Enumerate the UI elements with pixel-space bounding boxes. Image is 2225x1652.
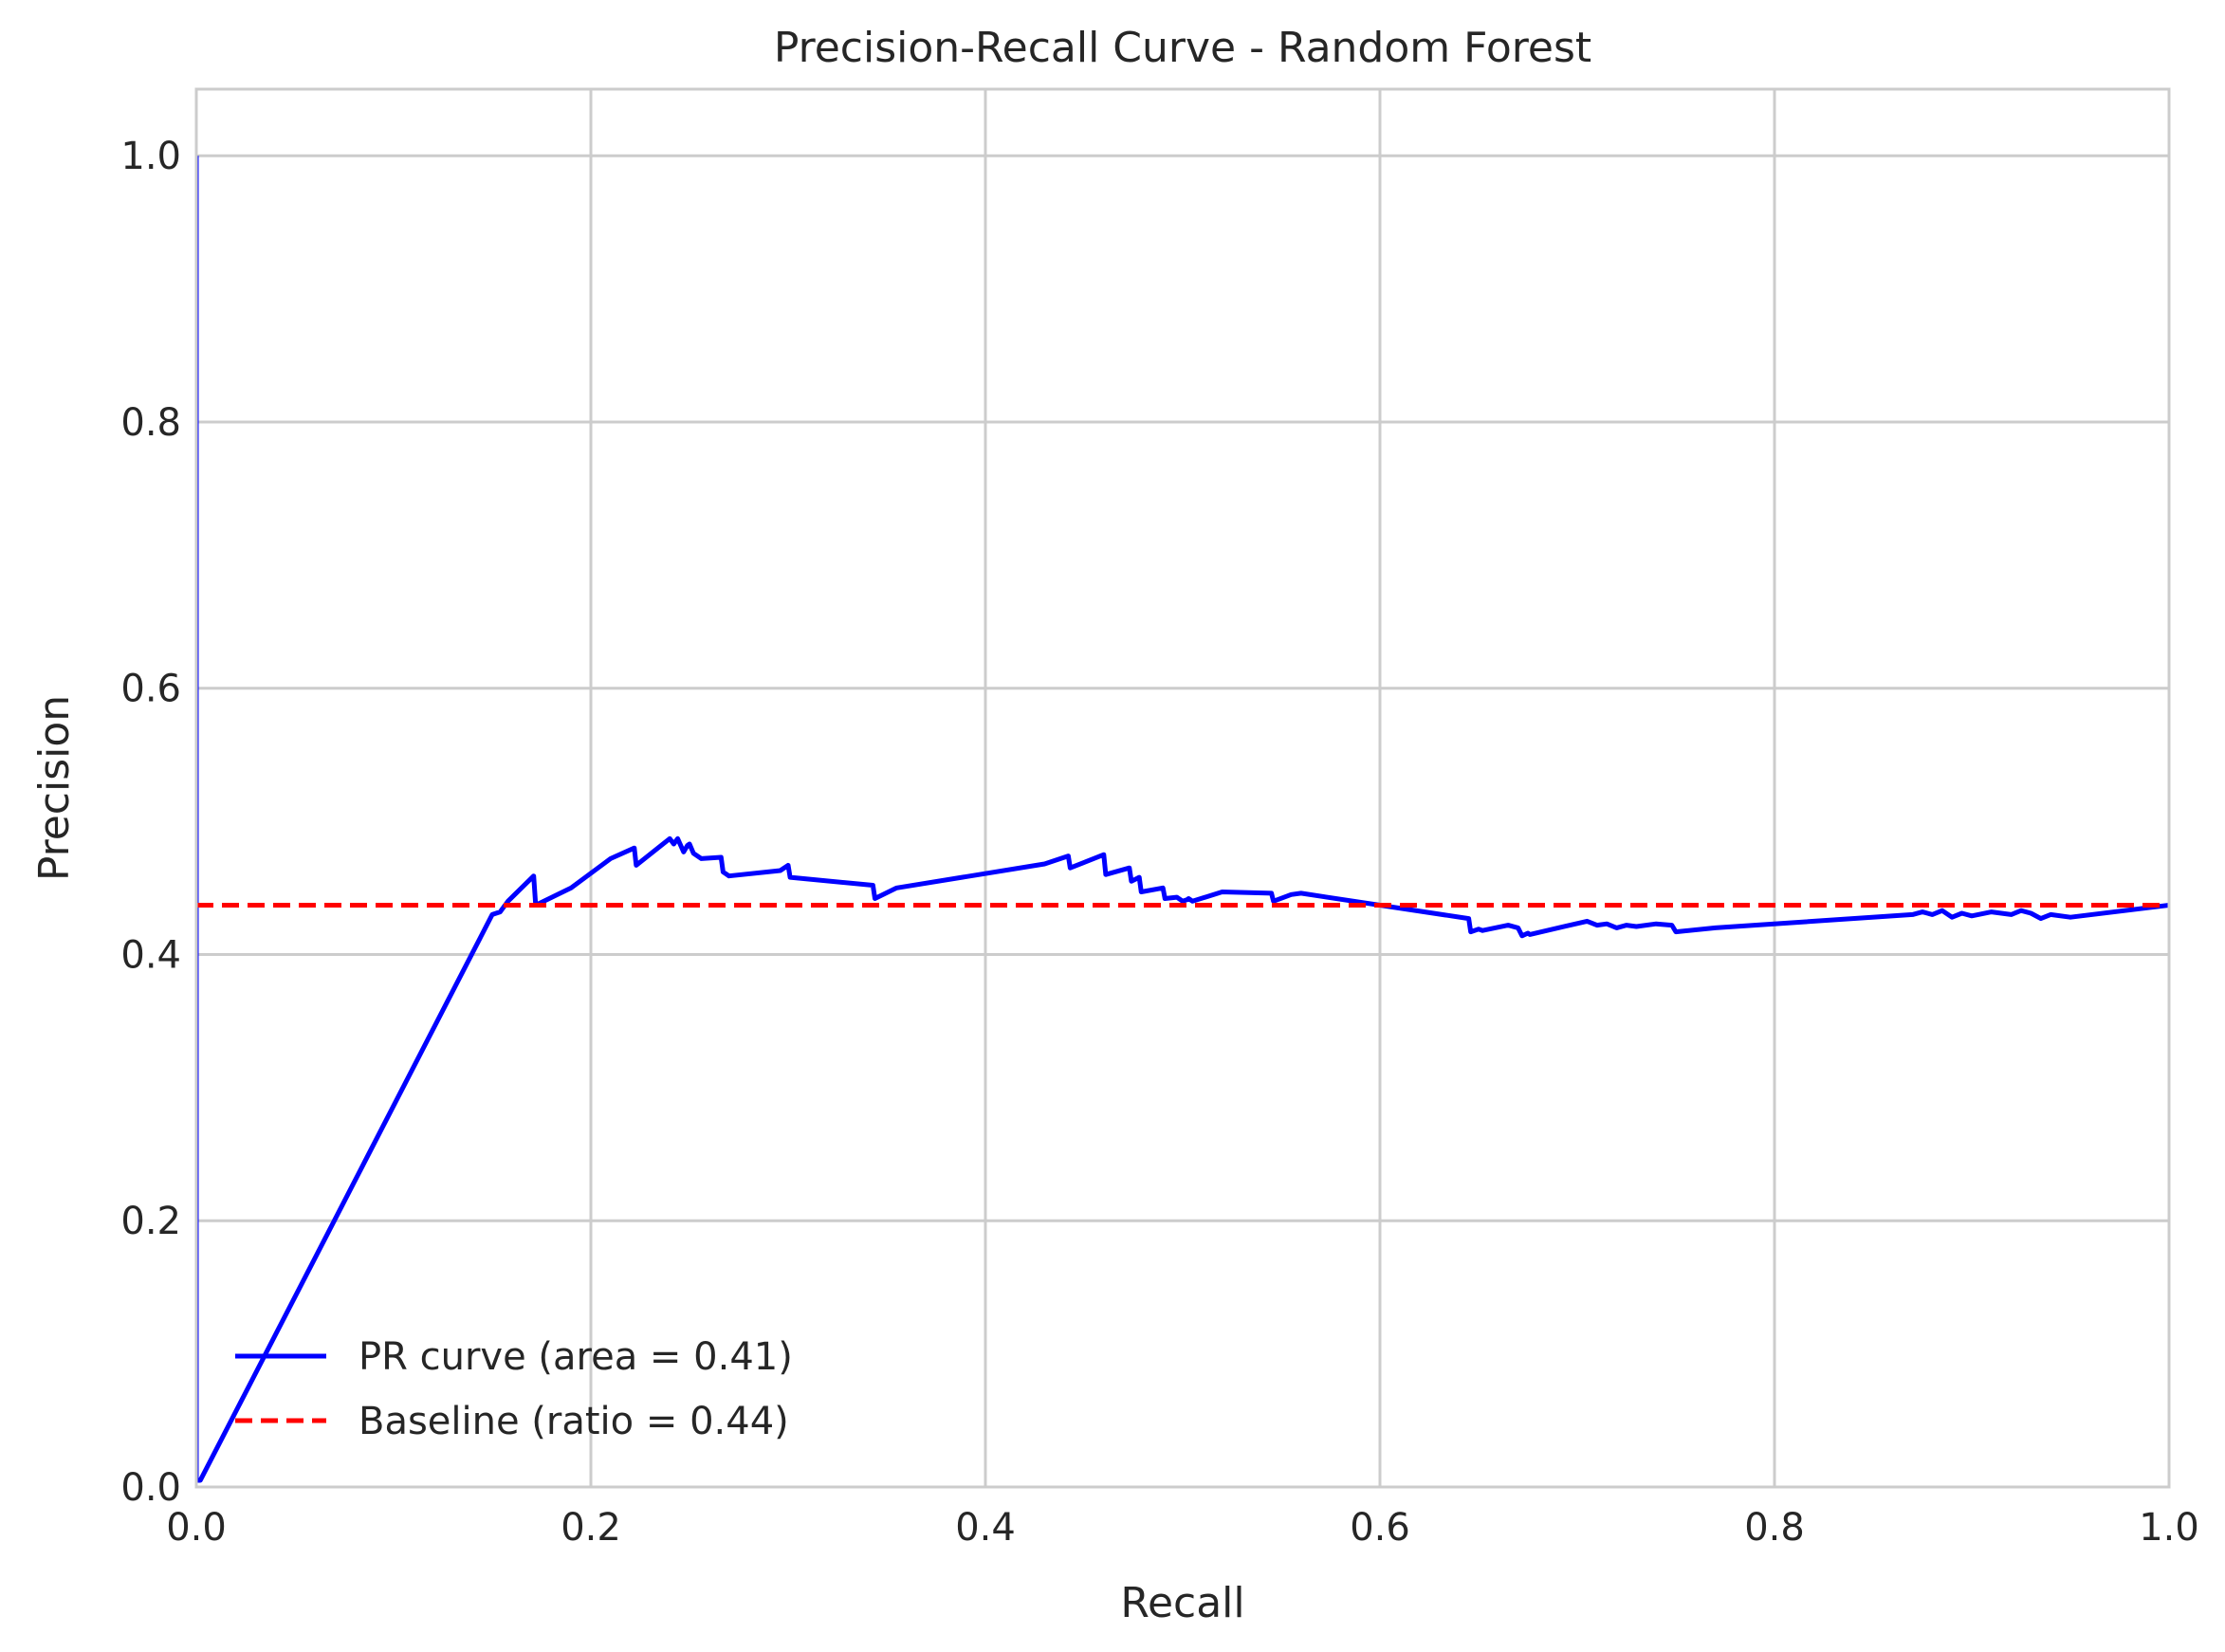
y-tick-label: 0.8 [120,401,181,445]
legend-baseline-label: Baseline (ratio = 0.44) [359,1400,789,1443]
legend-pr-curve-label: PR curve (area = 0.41) [359,1335,793,1379]
y-tick-label: 0.0 [120,1466,181,1510]
x-tick-label: 0.8 [1744,1506,1805,1550]
chart-title: Precision-Recall Curve - Random Forest [774,24,1591,72]
x-tick-label: 0.2 [561,1506,621,1550]
y-tick-label: 1.0 [120,135,181,178]
legend: PR curve (area = 0.41) Baseline (ratio = … [235,1335,793,1443]
series-lines [196,156,2169,1483]
x-tick-label: 0.4 [955,1506,1016,1550]
y-tick-label: 0.2 [120,1200,181,1243]
plot-frame [194,87,2171,1489]
y-tick-label: 0.6 [120,668,181,711]
x-axis-label: Recall [1120,1579,1244,1627]
x-tick-labels: 0.0 0.2 0.4 0.6 0.8 1.0 [166,1506,2199,1550]
x-tick-label: 0.6 [1350,1506,1410,1550]
y-tick-labels: 0.0 0.2 0.4 0.6 0.8 1.0 [120,135,181,1510]
pr-curve-line [196,156,2169,1483]
y-axis-label: Precision [30,695,79,881]
y-tick-label: 0.4 [120,933,181,977]
x-tick-label: 1.0 [2139,1506,2199,1550]
x-tick-label: 0.0 [166,1506,227,1550]
